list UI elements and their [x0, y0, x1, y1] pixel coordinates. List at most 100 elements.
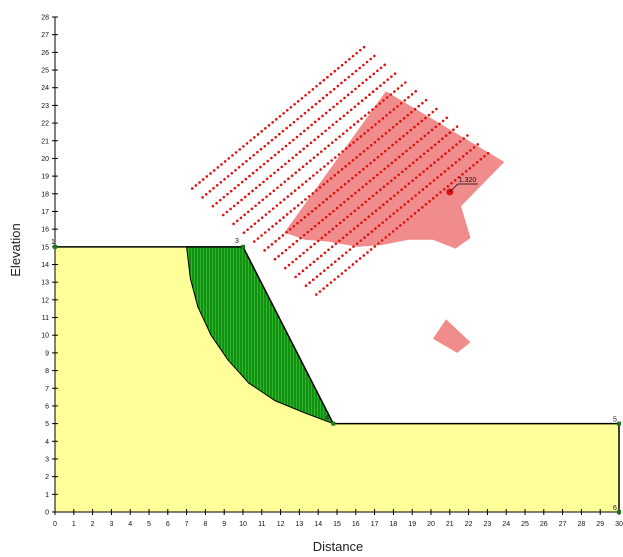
- grid-point: [431, 110, 435, 114]
- grid-point: [275, 204, 279, 207]
- grid-point: [223, 160, 227, 163]
- grid-point: [392, 212, 395, 215]
- grid-point: [431, 197, 435, 200]
- grid-point: [212, 169, 216, 172]
- grid-point: [311, 278, 315, 282]
- grid-point: [372, 158, 376, 162]
- grid-point: [457, 175, 461, 179]
- grid-point: [335, 206, 339, 210]
- grid-point: [318, 99, 321, 103]
- y-axis-title: Elevation: [8, 223, 23, 276]
- grid-point: [368, 75, 372, 79]
- grid-point: [299, 114, 303, 118]
- grid-point: [338, 239, 341, 243]
- grid-point: [397, 155, 401, 159]
- grid-point: [452, 128, 455, 132]
- x-tick-label: 27: [559, 521, 567, 528]
- grid-point: [237, 165, 241, 169]
- grid-point: [306, 126, 310, 130]
- grid-point: [330, 141, 334, 144]
- geometry-point-label: 6: [613, 505, 617, 512]
- grid-point: [243, 195, 247, 199]
- x-tick-label: 0: [53, 521, 57, 528]
- grid-point: [343, 200, 346, 204]
- y-tick-label: 7: [45, 386, 49, 393]
- grid-point: [352, 245, 355, 248]
- grid-point: [394, 140, 398, 144]
- grid-point: [253, 136, 256, 139]
- grid-point: [329, 177, 333, 180]
- x-tick-label: 15: [333, 521, 341, 528]
- grid-point: [222, 195, 226, 199]
- grid-point: [252, 153, 256, 157]
- grid-point: [455, 125, 459, 129]
- grid-point: [240, 198, 243, 202]
- grid-point: [352, 123, 356, 126]
- x-tick-label: 16: [352, 521, 360, 528]
- grid-point: [292, 120, 296, 124]
- grid-point: [315, 84, 318, 88]
- grid-point: [307, 212, 310, 216]
- geometry-point-label: 1: [51, 239, 55, 246]
- grid-point: [367, 215, 371, 219]
- grid-point: [347, 266, 351, 269]
- grid-point: [340, 63, 344, 67]
- geometry-point-label: 3: [235, 238, 239, 245]
- grid-point: [240, 180, 244, 184]
- grid-point: [322, 183, 326, 186]
- grid-point: [360, 203, 364, 207]
- grid-point: [403, 185, 407, 188]
- grid-point: [344, 60, 348, 64]
- grid-point: [381, 221, 385, 224]
- grid-point: [348, 162, 351, 165]
- grid-point: [385, 96, 389, 99]
- grid-point: [285, 126, 288, 130]
- grid-point: [359, 239, 363, 242]
- grid-point: [346, 111, 349, 115]
- grid-point: [333, 278, 336, 281]
- grid-point: [414, 176, 418, 179]
- grid-point: [391, 125, 395, 129]
- grid-point: [279, 201, 282, 204]
- grid-point: [289, 210, 293, 213]
- grid-point: [319, 272, 322, 275]
- grid-point: [399, 206, 403, 209]
- grid-point: [405, 149, 408, 153]
- grid-point: [324, 215, 328, 219]
- grid-point: [385, 218, 388, 221]
- grid-point: [359, 135, 363, 138]
- grid-point: [271, 121, 274, 124]
- grid-point: [278, 132, 281, 136]
- grid-point: [209, 172, 212, 175]
- grid-point: [234, 168, 237, 172]
- grid-point: [327, 144, 330, 147]
- grid-point: [337, 153, 341, 156]
- grid-point: [304, 93, 307, 97]
- grid-point: [397, 173, 400, 177]
- x-axis-title: Distance: [313, 539, 364, 554]
- x-tick-label: 29: [596, 521, 604, 528]
- grid-point: [265, 195, 268, 199]
- grid-point: [292, 138, 295, 142]
- grid-point: [322, 78, 326, 82]
- grid-point: [302, 233, 306, 237]
- grid-point: [313, 138, 316, 142]
- grid-point: [225, 210, 229, 214]
- grid-point: [378, 206, 381, 210]
- grid-point: [352, 227, 356, 231]
- grid-point: [476, 143, 480, 146]
- grid-point: [264, 213, 268, 216]
- grid-point: [339, 203, 343, 207]
- grid-point: [384, 236, 388, 239]
- grid-point: [257, 219, 260, 222]
- grid-point: [301, 269, 305, 273]
- grid-point: [300, 96, 304, 100]
- grid-point: [358, 153, 362, 156]
- grid-point: [418, 173, 422, 176]
- grid-point: [401, 152, 405, 156]
- grid-point: [301, 183, 304, 186]
- grid-point: [287, 177, 290, 181]
- y-tick-label: 20: [41, 156, 49, 163]
- grid-point: [263, 144, 267, 148]
- grid-point: [243, 213, 246, 217]
